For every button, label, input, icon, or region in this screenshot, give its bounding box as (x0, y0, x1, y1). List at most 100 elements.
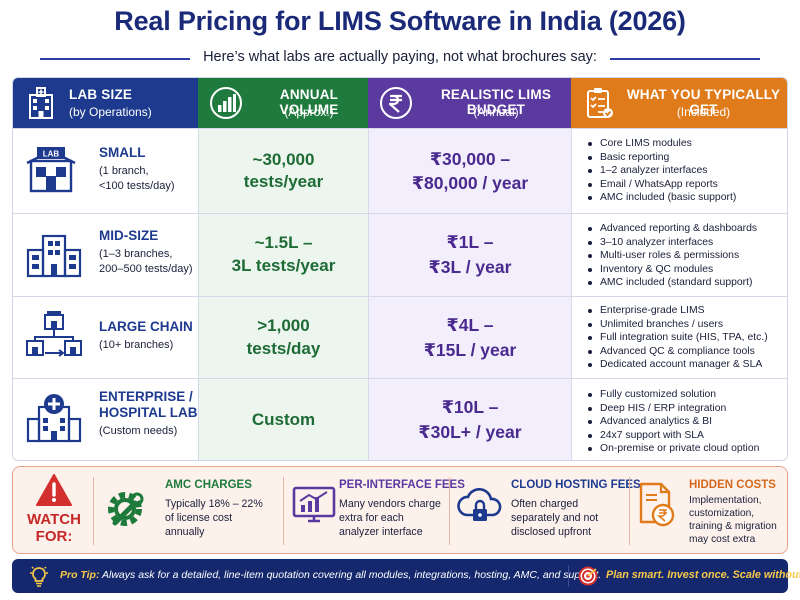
watch-item-desc-1: Typically 18% – 22% (165, 498, 263, 510)
feature-list: Core LIMS modules Basic reporting 1–2 an… (586, 137, 785, 205)
list-item: Advanced reporting & dashboards (586, 222, 785, 236)
features-cell: Fully customized solution Deep HIS / ERP… (571, 379, 787, 460)
header-lab-size: LAB SIZE (by Operations) (13, 78, 198, 128)
network-labs-icon (26, 311, 82, 357)
watch-item-desc-2: of license cost (165, 512, 233, 524)
table-row-enterprise: ENTERPRISE / HOSPITAL LAB (Custom needs)… (13, 378, 787, 460)
volume-cell: ~30,000 tests/year (198, 129, 368, 213)
list-item: Basic reporting (586, 151, 785, 165)
header-subtitle: (Annual) (473, 105, 519, 119)
list-item: Enterprise-grade LIMS (586, 304, 785, 318)
pro-tip: Pro Tip: Always ask for a detailed, line… (60, 569, 601, 581)
budget-line-1: ₹4L – (446, 315, 494, 335)
watch-item-desc-3: training & migration (689, 521, 777, 532)
watch-item-title: HIDDEN COSTS (689, 479, 776, 491)
page-title: Real Pricing for LIMS Software in India … (114, 6, 686, 36)
cloud-lock-icon (457, 487, 502, 521)
lab-size-name: MID-SIZE (99, 228, 159, 243)
lab-size-desc-1: (1–3 branches, (99, 248, 173, 260)
list-item: Advanced QC & compliance tools (586, 345, 785, 359)
target-icon (578, 566, 598, 586)
watch-item-desc-2: customization, (689, 508, 755, 519)
watch-item-desc-1: Implementation, (689, 495, 762, 506)
header-title: REALISTIC LIMS BUDGET (440, 87, 552, 117)
watch-item-desc-1: Often charged (511, 498, 579, 510)
gear-wrench-icon (108, 492, 144, 526)
warning-triangle-icon (36, 474, 72, 506)
volume-line-2: tests/day (246, 339, 321, 358)
divider (93, 477, 94, 545)
footer-bar: Pro Tip: Always ask for a detailed, line… (12, 559, 800, 593)
volume-line-2: 3L tests/year (231, 256, 336, 275)
page-subtitle: Here’s what labs are actually paying, no… (203, 49, 597, 65)
lab-size-cell: LAB SMALL (1 branch, <100 tests/day) (13, 129, 198, 213)
header-included: WHAT YOU TYPICALLY GET (Included) (571, 78, 787, 128)
list-item: Inventory & QC modules (586, 263, 785, 277)
header-title: ANNUAL VOLUME (279, 87, 339, 117)
watch-item-desc-3: analyzer interface (339, 526, 423, 538)
slogan: Plan smart. Invest once. Scale without l… (606, 569, 800, 581)
divider-right (610, 58, 760, 60)
divider (449, 477, 450, 545)
budget-line-2: ₹15L / year (423, 340, 517, 360)
lab-size-cell: MID-SIZE (1–3 branches, 200–500 tests/da… (13, 214, 198, 296)
watch-item-desc-3: disclosed upfront (511, 526, 592, 538)
header-title: LAB SIZE (69, 87, 133, 102)
features-cell: Enterprise-grade LIMS Unlimited branches… (571, 297, 787, 378)
budget-cell: ₹30,000 – ₹80,000 / year (368, 129, 571, 213)
bar-chart-icon (210, 87, 242, 119)
pro-tip-text: Always ask for a detailed, line-item quo… (102, 569, 602, 581)
watch-label-1: WATCH (27, 511, 81, 528)
table-row-mid-size: MID-SIZE (1–3 branches, 200–500 tests/da… (13, 213, 787, 296)
features-cell: Core LIMS modules Basic reporting 1–2 an… (571, 129, 787, 213)
budget-line-1: ₹30,000 – (429, 149, 511, 169)
rupee-coin-icon (380, 87, 412, 119)
watch-item-desc-2: separately and not (511, 512, 599, 524)
hospital-building-icon (29, 87, 53, 119)
volume-line-2: tests/year (243, 172, 324, 191)
header-title: WHAT YOU TYPICALLY GET (626, 87, 781, 117)
lab-size-desc-2: <100 tests/day) (99, 180, 175, 192)
header-subtitle: (Included) (676, 105, 731, 119)
features-cell: Advanced reporting & dashboards 3–10 ana… (571, 214, 787, 296)
budget-cell: ₹10L – ₹30L+ / year (368, 379, 571, 460)
list-item: Unlimited branches / users (586, 318, 785, 332)
divider (629, 477, 630, 545)
list-item: Fully customized solution (586, 388, 785, 402)
list-item: Deep HIS / ERP integration (586, 402, 785, 416)
volume-line-1: >1,000 (257, 316, 310, 335)
watch-label-2: FOR: (35, 528, 73, 545)
list-item: Dedicated account manager & SLA (586, 358, 785, 372)
list-item: On-premise or private cloud option (586, 442, 785, 456)
list-item: 1–2 analyzer interfaces (586, 164, 785, 178)
lab-size-desc-1: (1 branch, (99, 165, 149, 177)
monitor-chart-icon (292, 486, 336, 523)
table-row-small: LAB SMALL (1 branch, <100 tests/day) ~30… (13, 128, 787, 213)
header-budget: REALISTIC LIMS BUDGET (Annual) (368, 78, 571, 128)
volume-cell: >1,000 tests/day (198, 297, 368, 378)
list-item: Email / WhatsApp reports (586, 178, 785, 192)
watch-item-title: PER-INTERFACE FEES (339, 479, 465, 491)
header-subtitle: (Approx.) (284, 105, 334, 119)
list-item: AMC included (basic support) (586, 191, 785, 205)
feature-list: Enterprise-grade LIMS Unlimited branches… (586, 304, 785, 372)
volume-cell: ~1.5L – 3L tests/year (198, 214, 368, 296)
budget-cell: ₹1L – ₹3L / year (368, 214, 571, 296)
list-item: 24x7 support with SLA (586, 429, 785, 443)
budget-line-1: ₹10L – (441, 397, 499, 417)
list-item: 3–10 analyzer interfaces (586, 236, 785, 250)
lab-size-desc-1: (10+ branches) (99, 339, 174, 351)
divider (283, 477, 284, 545)
list-item: Core LIMS modules (586, 137, 785, 151)
lab-size-name-2: HOSPITAL LAB (99, 405, 198, 420)
lightbulb-icon (30, 566, 48, 587)
table-row-large-chain: LARGE CHAIN (10+ branches) >1,000 tests/… (13, 296, 787, 378)
header-annual-volume: ANNUAL VOLUME (Approx.) (198, 78, 368, 128)
lab-size-name: LARGE CHAIN (99, 319, 193, 334)
budget-cell: ₹4L – ₹15L / year (368, 297, 571, 378)
svg-text:LAB: LAB (43, 150, 60, 159)
hospital-cross-icon (26, 394, 82, 443)
pricing-table: LAB SIZE (by Operations) ANNUAL VOLUME (… (12, 77, 788, 461)
subtitle-bar: Here’s what labs are actually paying, no… (0, 47, 800, 69)
document-rupee-icon (639, 482, 675, 527)
